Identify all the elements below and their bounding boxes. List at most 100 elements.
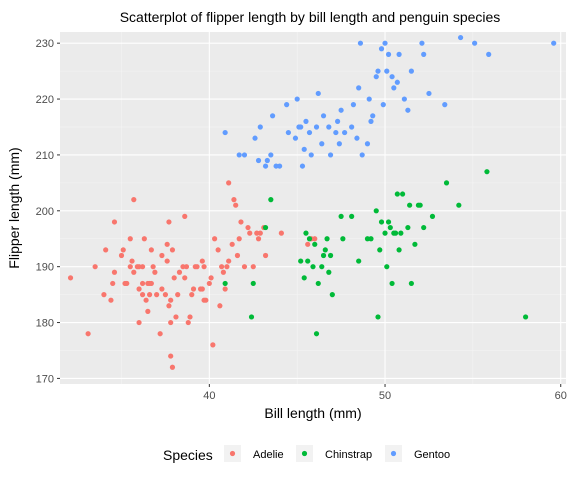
data-point-adelie: [245, 224, 251, 231]
data-point-adelie: [231, 197, 237, 203]
data-point-chinstrap: [305, 258, 311, 264]
data-point-chinstrap: [268, 197, 274, 203]
data-point-adelie: [166, 303, 172, 309]
data-point-gentoo: [391, 85, 397, 91]
data-point-adelie: [199, 258, 205, 264]
data-point-gentoo: [368, 118, 374, 124]
data-point-adelie: [257, 230, 263, 236]
data-point-gentoo: [384, 68, 390, 74]
data-point-adelie: [168, 297, 174, 303]
data-point-gentoo: [236, 152, 242, 158]
data-point-gentoo: [385, 51, 392, 57]
data-point-adelie: [120, 247, 126, 253]
data-point-gentoo: [336, 141, 342, 147]
data-point-adelie: [148, 247, 154, 253]
data-point-adelie: [159, 252, 165, 259]
data-point-chinstrap: [429, 213, 436, 219]
data-point-chinstrap: [315, 280, 321, 287]
data-point-gentoo: [396, 51, 402, 57]
data-point-adelie: [173, 314, 179, 320]
data-point-gentoo: [313, 124, 320, 130]
data-point-chinstrap: [306, 236, 313, 242]
data-point-gentoo: [457, 34, 464, 41]
y-tick-label: 210: [36, 150, 54, 162]
data-point-chinstrap: [484, 169, 490, 175]
data-point-chinstrap: [324, 236, 330, 242]
data-point-gentoo: [349, 124, 355, 130]
data-point-gentoo: [255, 157, 262, 164]
legend-label-chinstrap: Chinstrap: [325, 449, 372, 461]
data-point-chinstrap: [320, 252, 327, 259]
data-point-adelie: [154, 292, 160, 298]
data-point-adelie: [182, 213, 188, 219]
data-point-chinstrap: [349, 213, 355, 219]
data-point-chinstrap: [412, 241, 418, 247]
data-point-gentoo: [303, 118, 309, 124]
data-point-adelie: [219, 264, 225, 270]
data-point-adelie: [168, 319, 174, 326]
data-point-adelie: [143, 297, 149, 303]
data-point-gentoo: [408, 68, 414, 74]
data-point-adelie: [139, 292, 146, 298]
data-point-adelie: [111, 219, 118, 225]
data-point-chinstrap: [405, 224, 411, 231]
data-point-adelie: [212, 236, 218, 242]
y-tick-label: 190: [36, 262, 54, 274]
data-point-adelie: [124, 280, 130, 287]
data-point-adelie: [210, 342, 216, 348]
data-point-gentoo: [419, 40, 425, 46]
data-point-gentoo: [268, 152, 274, 158]
x-axis-title: Bill length (mm): [264, 405, 361, 421]
data-point-adelie: [234, 252, 241, 259]
x-axis: 40 50 60: [203, 384, 567, 402]
data-point-gentoo: [401, 96, 407, 102]
data-point-gentoo: [292, 135, 299, 141]
data-point-chinstrap: [262, 224, 269, 231]
data-point-adelie: [136, 319, 142, 326]
data-point-chinstrap: [327, 252, 334, 259]
plot-panel: [60, 32, 566, 384]
data-point-adelie: [220, 269, 226, 275]
data-point-adelie: [136, 286, 142, 292]
data-point-chinstrap: [407, 202, 413, 208]
legend-label-gentoo: Gentoo: [414, 449, 450, 461]
data-point-adelie: [164, 241, 170, 247]
data-point-chinstrap: [398, 230, 404, 236]
data-point-adelie: [217, 303, 223, 309]
data-point-gentoo: [333, 129, 339, 136]
data-point-chinstrap: [310, 264, 316, 270]
data-point-chinstrap: [384, 264, 390, 270]
data-point-gentoo: [308, 152, 314, 158]
x-tick-label: 60: [555, 390, 567, 402]
data-point-gentoo: [252, 135, 258, 141]
legend: Species Adelie Chinstrap Gentoo: [163, 445, 450, 463]
legend-title: Species: [163, 447, 213, 463]
legend-label-adelie: Adelie: [253, 449, 284, 461]
y-tick-label: 180: [36, 318, 54, 330]
data-point-chinstrap: [319, 264, 325, 270]
data-point-gentoo: [359, 152, 365, 158]
data-point-chinstrap: [389, 280, 395, 287]
data-point-gentoo: [338, 107, 344, 113]
data-point-gentoo: [405, 107, 411, 113]
data-point-adelie: [229, 241, 235, 247]
data-point-chinstrap: [313, 331, 320, 337]
data-point-chinstrap: [322, 247, 328, 253]
data-point-chinstrap: [222, 280, 228, 287]
data-point-chinstrap: [312, 241, 318, 247]
data-point-gentoo: [298, 124, 304, 130]
data-point-chinstrap: [373, 208, 379, 214]
data-point-adelie: [233, 202, 239, 208]
data-point-adelie: [139, 264, 146, 270]
data-point-gentoo: [277, 163, 283, 169]
data-point-chinstrap: [248, 314, 255, 320]
data-point-chinstrap: [378, 219, 385, 225]
data-point-adelie: [206, 280, 212, 287]
data-point-adelie: [222, 286, 228, 292]
data-point-gentoo: [421, 51, 427, 57]
data-point-chinstrap: [392, 230, 399, 236]
data-point-adelie: [169, 364, 176, 370]
chart-title: Scatterplot of flipper length by bill le…: [120, 9, 501, 25]
data-point-gentoo: [320, 113, 327, 119]
data-point-gentoo: [301, 146, 307, 152]
